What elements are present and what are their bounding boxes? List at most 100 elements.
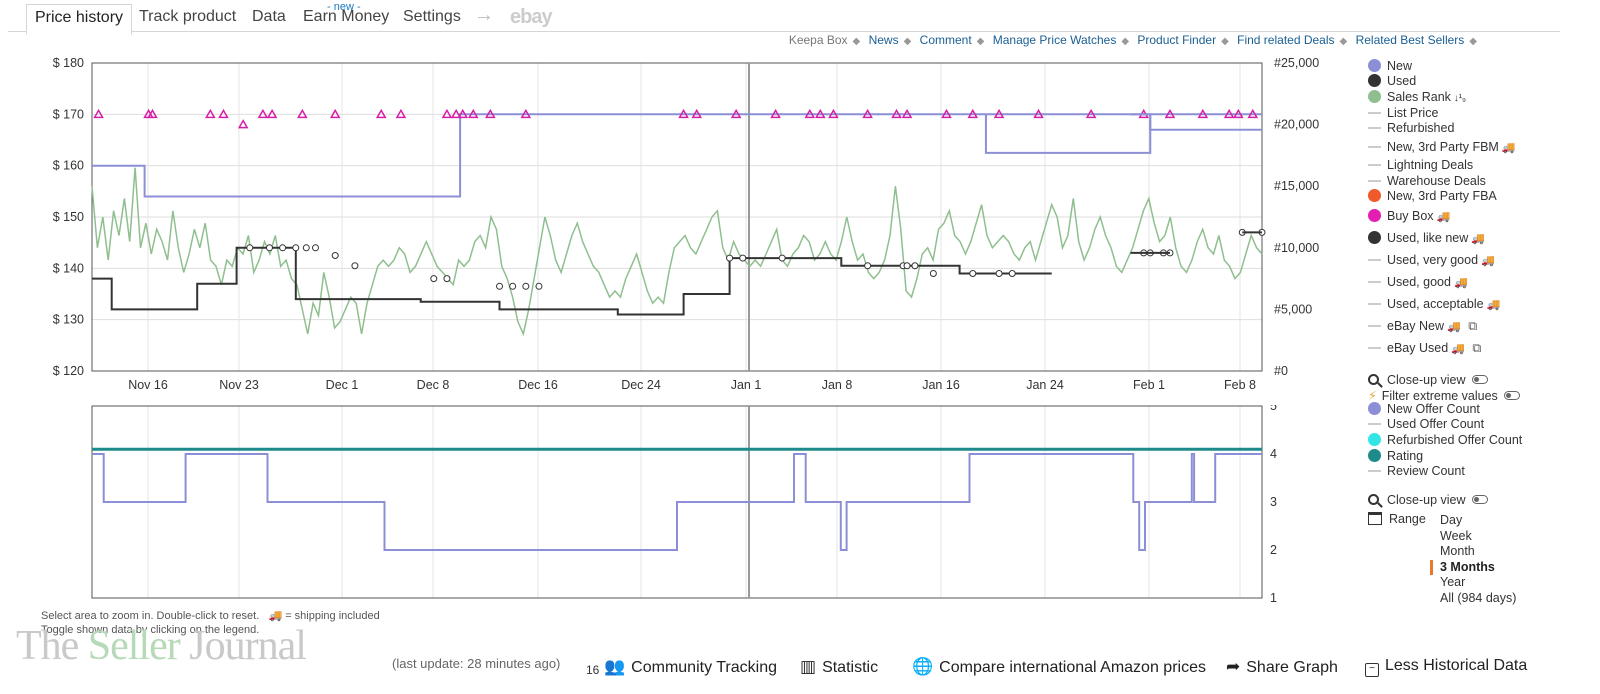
magnifier-icon — [1368, 374, 1379, 385]
toggle-icon[interactable] — [1503, 391, 1520, 400]
legend-item-refurbished-offer-count[interactable]: Refurbished Offer Count — [1368, 433, 1522, 447]
offer-count-chart[interactable]: 5 4 3 2 1 — [0, 405, 1330, 615]
legend-item-warehouse-deals[interactable]: Warehouse Deals — [1368, 174, 1486, 188]
legend-marker — [1368, 189, 1381, 202]
x-tick-label: Jan 1 — [731, 378, 762, 392]
legend-item-new-3rd-party-fbm[interactable]: New, 3rd Party FBM 🚚 — [1368, 140, 1516, 154]
range-option-3-months[interactable]: 3 Months — [1430, 559, 1495, 575]
shipping-hint: = shipping included — [285, 610, 380, 622]
legend-marker — [1368, 74, 1381, 87]
tab-earn-money[interactable]: - new - Earn Money — [303, 1, 390, 26]
range-option-year[interactable]: Year — [1440, 575, 1466, 589]
legend-item-used-acceptable[interactable]: Used, acceptable 🚚 — [1368, 297, 1500, 311]
legend-marker — [1368, 433, 1381, 446]
range-option-all-984-days[interactable]: All (984 days) — [1440, 590, 1517, 605]
legend-item-buy-box[interactable]: Buy Box 🚚 — [1368, 209, 1450, 223]
legend-item-review-count[interactable]: Review Count — [1368, 464, 1465, 478]
related-best-sellers-link[interactable]: Related Best Sellers — [1355, 33, 1465, 47]
legend-item-used[interactable]: Used — [1368, 74, 1416, 88]
tab-ebay[interactable]: ebay — [510, 6, 553, 28]
tab-price-history[interactable]: Price history — [26, 4, 133, 35]
toggle-icon[interactable] — [1471, 495, 1488, 504]
y-tick-label: $ 150 — [53, 210, 84, 224]
closeup-view-toggle-sub[interactable]: Close-up view — [1368, 493, 1488, 507]
external-link-icon[interactable]: ⧉ — [1468, 341, 1482, 355]
buy-box-point — [441, 108, 453, 119]
share-icon: ➦ — [1226, 657, 1241, 676]
share-graph-button[interactable]: ➦ Share Graph — [1226, 657, 1338, 677]
legend-marker — [1368, 127, 1381, 129]
used-like-new-point — [279, 244, 287, 252]
truck-icon: 🚚 — [1498, 142, 1516, 154]
legend-item-used-like-new[interactable]: Used, like new 🚚 — [1368, 231, 1485, 245]
range-option-week[interactable]: Week — [1440, 528, 1472, 543]
legend-marker — [1368, 449, 1381, 462]
closeup-view-toggle[interactable]: Close-up view — [1368, 373, 1488, 387]
sort-icon[interactable]: ↓¹₉ — [1450, 93, 1467, 104]
community-tracking-button[interactable]: 👥 Community Tracking — [604, 657, 777, 677]
tab-data[interactable]: Data — [252, 8, 286, 25]
legend-item-ebay-new[interactable]: eBay New 🚚 ⧉ — [1368, 319, 1477, 334]
external-link-icon[interactable]: ⧉ — [1464, 319, 1478, 333]
find-related-deals-link[interactable]: Find related Deals — [1237, 33, 1335, 47]
new-price-line — [92, 113, 1262, 198]
legend-item-new-offer-count[interactable]: New Offer Count — [1368, 402, 1480, 416]
price-history-chart[interactable]: $ 180 $ 170 $ 160 $ 150 $ 140 $ 130 $ 120 #25,0… — [0, 50, 1330, 410]
tab-settings[interactable]: Settings — [403, 8, 461, 25]
legend-item-used-offer-count[interactable]: Used Offer Count — [1368, 417, 1484, 431]
x-tick-label: Dec 8 — [417, 378, 450, 392]
legend-item-refurbished[interactable]: Refurbished — [1368, 121, 1454, 135]
y-tick-label: $ 160 — [53, 159, 84, 173]
buy-box-point — [1223, 108, 1235, 119]
news-link[interactable]: News — [868, 33, 899, 47]
statistic-button[interactable]: ▥ Statistic — [800, 657, 878, 677]
comment-link[interactable]: Comment — [919, 33, 972, 47]
community-tracking-label: Community Tracking — [631, 659, 777, 676]
used-like-new-point — [302, 244, 310, 252]
truck-icon: 🚚 — [1443, 321, 1461, 333]
range-option-month[interactable]: Month — [1440, 544, 1475, 558]
sales-rank-line — [91, 167, 1263, 337]
buy-box-point — [395, 108, 407, 119]
toplinks-bar: Keepa Box ◆ News ◆ Comment ◆ Manage Price W… — [789, 33, 1482, 47]
y-tick-label: 4 — [1270, 447, 1277, 461]
legend-item-lightning-deals[interactable]: Lightning Deals — [1368, 158, 1473, 172]
rank-tick-label: #15,000 — [1274, 179, 1319, 193]
legend-item-ebay-used[interactable]: eBay Used 🚚 ⧉ — [1368, 341, 1481, 356]
legend-item-used-very-good[interactable]: Used, very good 🚚 — [1368, 253, 1495, 267]
buy-box-point — [941, 108, 952, 119]
legend-item-sales-rank[interactable]: Sales Rank ↓¹₉ — [1368, 90, 1466, 104]
calendar-icon — [1368, 512, 1382, 525]
y-tick-label: $ 170 — [53, 107, 84, 121]
compare-prices-button[interactable]: 🌐 Compare international Amazon prices — [912, 657, 1206, 677]
toggle-icon[interactable] — [1471, 375, 1488, 384]
legend-sub: New Offer Count Used Offer Count Refurbish… — [1368, 402, 1598, 492]
manage-price-watches-link[interactable]: Manage Price Watches — [992, 33, 1117, 47]
less-historical-data-button[interactable]: − Less Historical Data — [1365, 657, 1527, 677]
buy-box-point — [1247, 108, 1259, 119]
legend-item-new-3rd-party-fba[interactable]: New, 3rd Party FBA — [1368, 189, 1497, 203]
used-like-new-point — [443, 275, 451, 283]
diamond-icon: ◆ — [1121, 36, 1130, 47]
legend-item-used-good[interactable]: Used, good 🚚 — [1368, 275, 1468, 289]
tab-earn-money-label: Earn Money — [303, 8, 390, 25]
tab-track-product[interactable]: Track product — [139, 8, 237, 25]
legend-item-new[interactable]: New — [1368, 59, 1412, 73]
plot-border — [91, 62, 1263, 372]
used-like-new-point — [351, 262, 359, 270]
buy-box-point — [297, 108, 308, 119]
keepa-box-link[interactable]: Keepa Box — [788, 33, 848, 47]
buy-box-point — [1197, 108, 1209, 119]
buy-box-point — [257, 108, 269, 119]
legend-item-list-price[interactable]: List Price — [1368, 106, 1438, 120]
filter-extreme-toggle[interactable]: ⚡ Filter extreme values — [1368, 388, 1520, 403]
product-finder-link[interactable]: Product Finder — [1137, 33, 1217, 47]
legend-label: Rating — [1387, 449, 1424, 463]
bar-chart-icon: ▥ — [800, 657, 817, 676]
legend-item-rating[interactable]: Rating — [1368, 449, 1423, 463]
range-option-day[interactable]: Day — [1440, 513, 1463, 527]
x-tick-label: Dec 24 — [621, 378, 661, 392]
used-like-new-point — [246, 244, 254, 252]
legend-marker — [1368, 259, 1381, 261]
legend-marker — [1368, 90, 1381, 103]
